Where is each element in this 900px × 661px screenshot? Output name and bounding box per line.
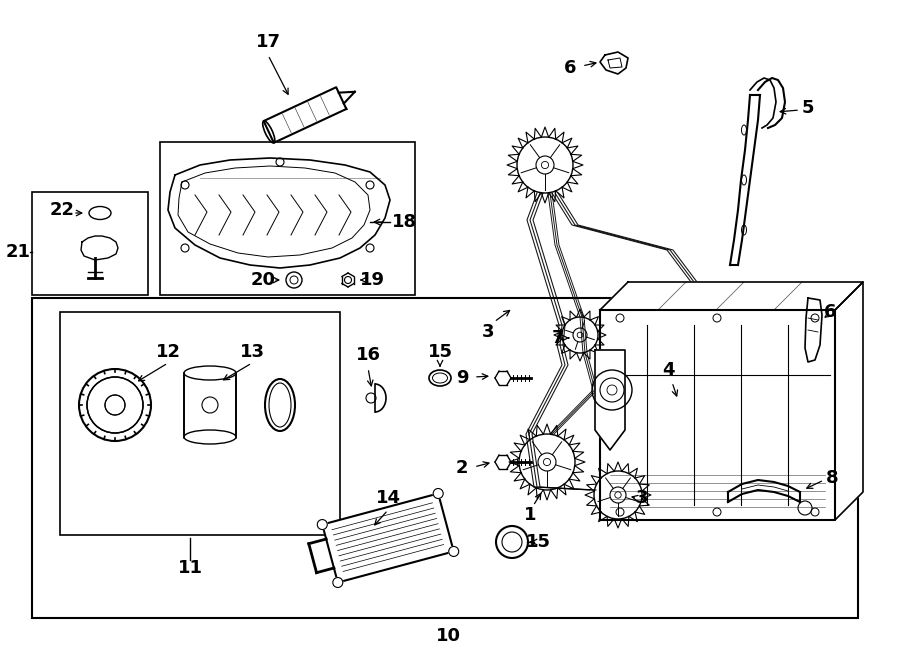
Text: 3: 3 [635,489,648,507]
Circle shape [333,578,343,588]
Polygon shape [264,87,346,143]
Text: 20: 20 [250,271,275,289]
Bar [60,312,340,535]
Bar [160,142,415,295]
Text: 11: 11 [177,559,202,577]
Ellipse shape [184,366,236,380]
Text: 18: 18 [392,213,418,231]
Text: 2: 2 [455,459,468,477]
Polygon shape [600,282,863,310]
Text: 15: 15 [428,343,453,361]
Text: 9: 9 [455,369,468,387]
Text: 6: 6 [563,59,576,77]
Text: 14: 14 [375,489,401,507]
Polygon shape [81,236,118,260]
Text: 16: 16 [356,346,381,364]
Polygon shape [322,494,454,582]
Polygon shape [835,282,863,520]
Text: 12: 12 [156,343,181,361]
Polygon shape [805,298,822,362]
Bar [32,298,858,618]
Ellipse shape [90,398,140,412]
Bar [184,373,236,438]
Circle shape [449,547,459,557]
Polygon shape [595,350,625,450]
Polygon shape [730,95,760,265]
Polygon shape [600,52,628,74]
Text: 5: 5 [802,99,814,117]
Ellipse shape [184,430,236,444]
Circle shape [433,488,443,498]
Circle shape [318,520,328,529]
Text: 4: 4 [662,361,674,379]
Text: 10: 10 [436,627,461,645]
Text: 8: 8 [825,469,838,487]
Polygon shape [600,310,835,520]
Text: 6: 6 [824,303,836,321]
Text: 7: 7 [552,329,564,347]
Text: 17: 17 [256,33,281,51]
Text: 19: 19 [359,271,384,289]
Text: 13: 13 [239,343,265,361]
Text: 21: 21 [5,243,31,261]
Text: 1: 1 [524,506,536,524]
Text: 22: 22 [50,201,75,219]
Bar [32,192,148,295]
Text: 15: 15 [526,533,551,551]
Polygon shape [728,480,800,502]
Text: 3: 3 [482,323,494,341]
Polygon shape [168,158,390,268]
